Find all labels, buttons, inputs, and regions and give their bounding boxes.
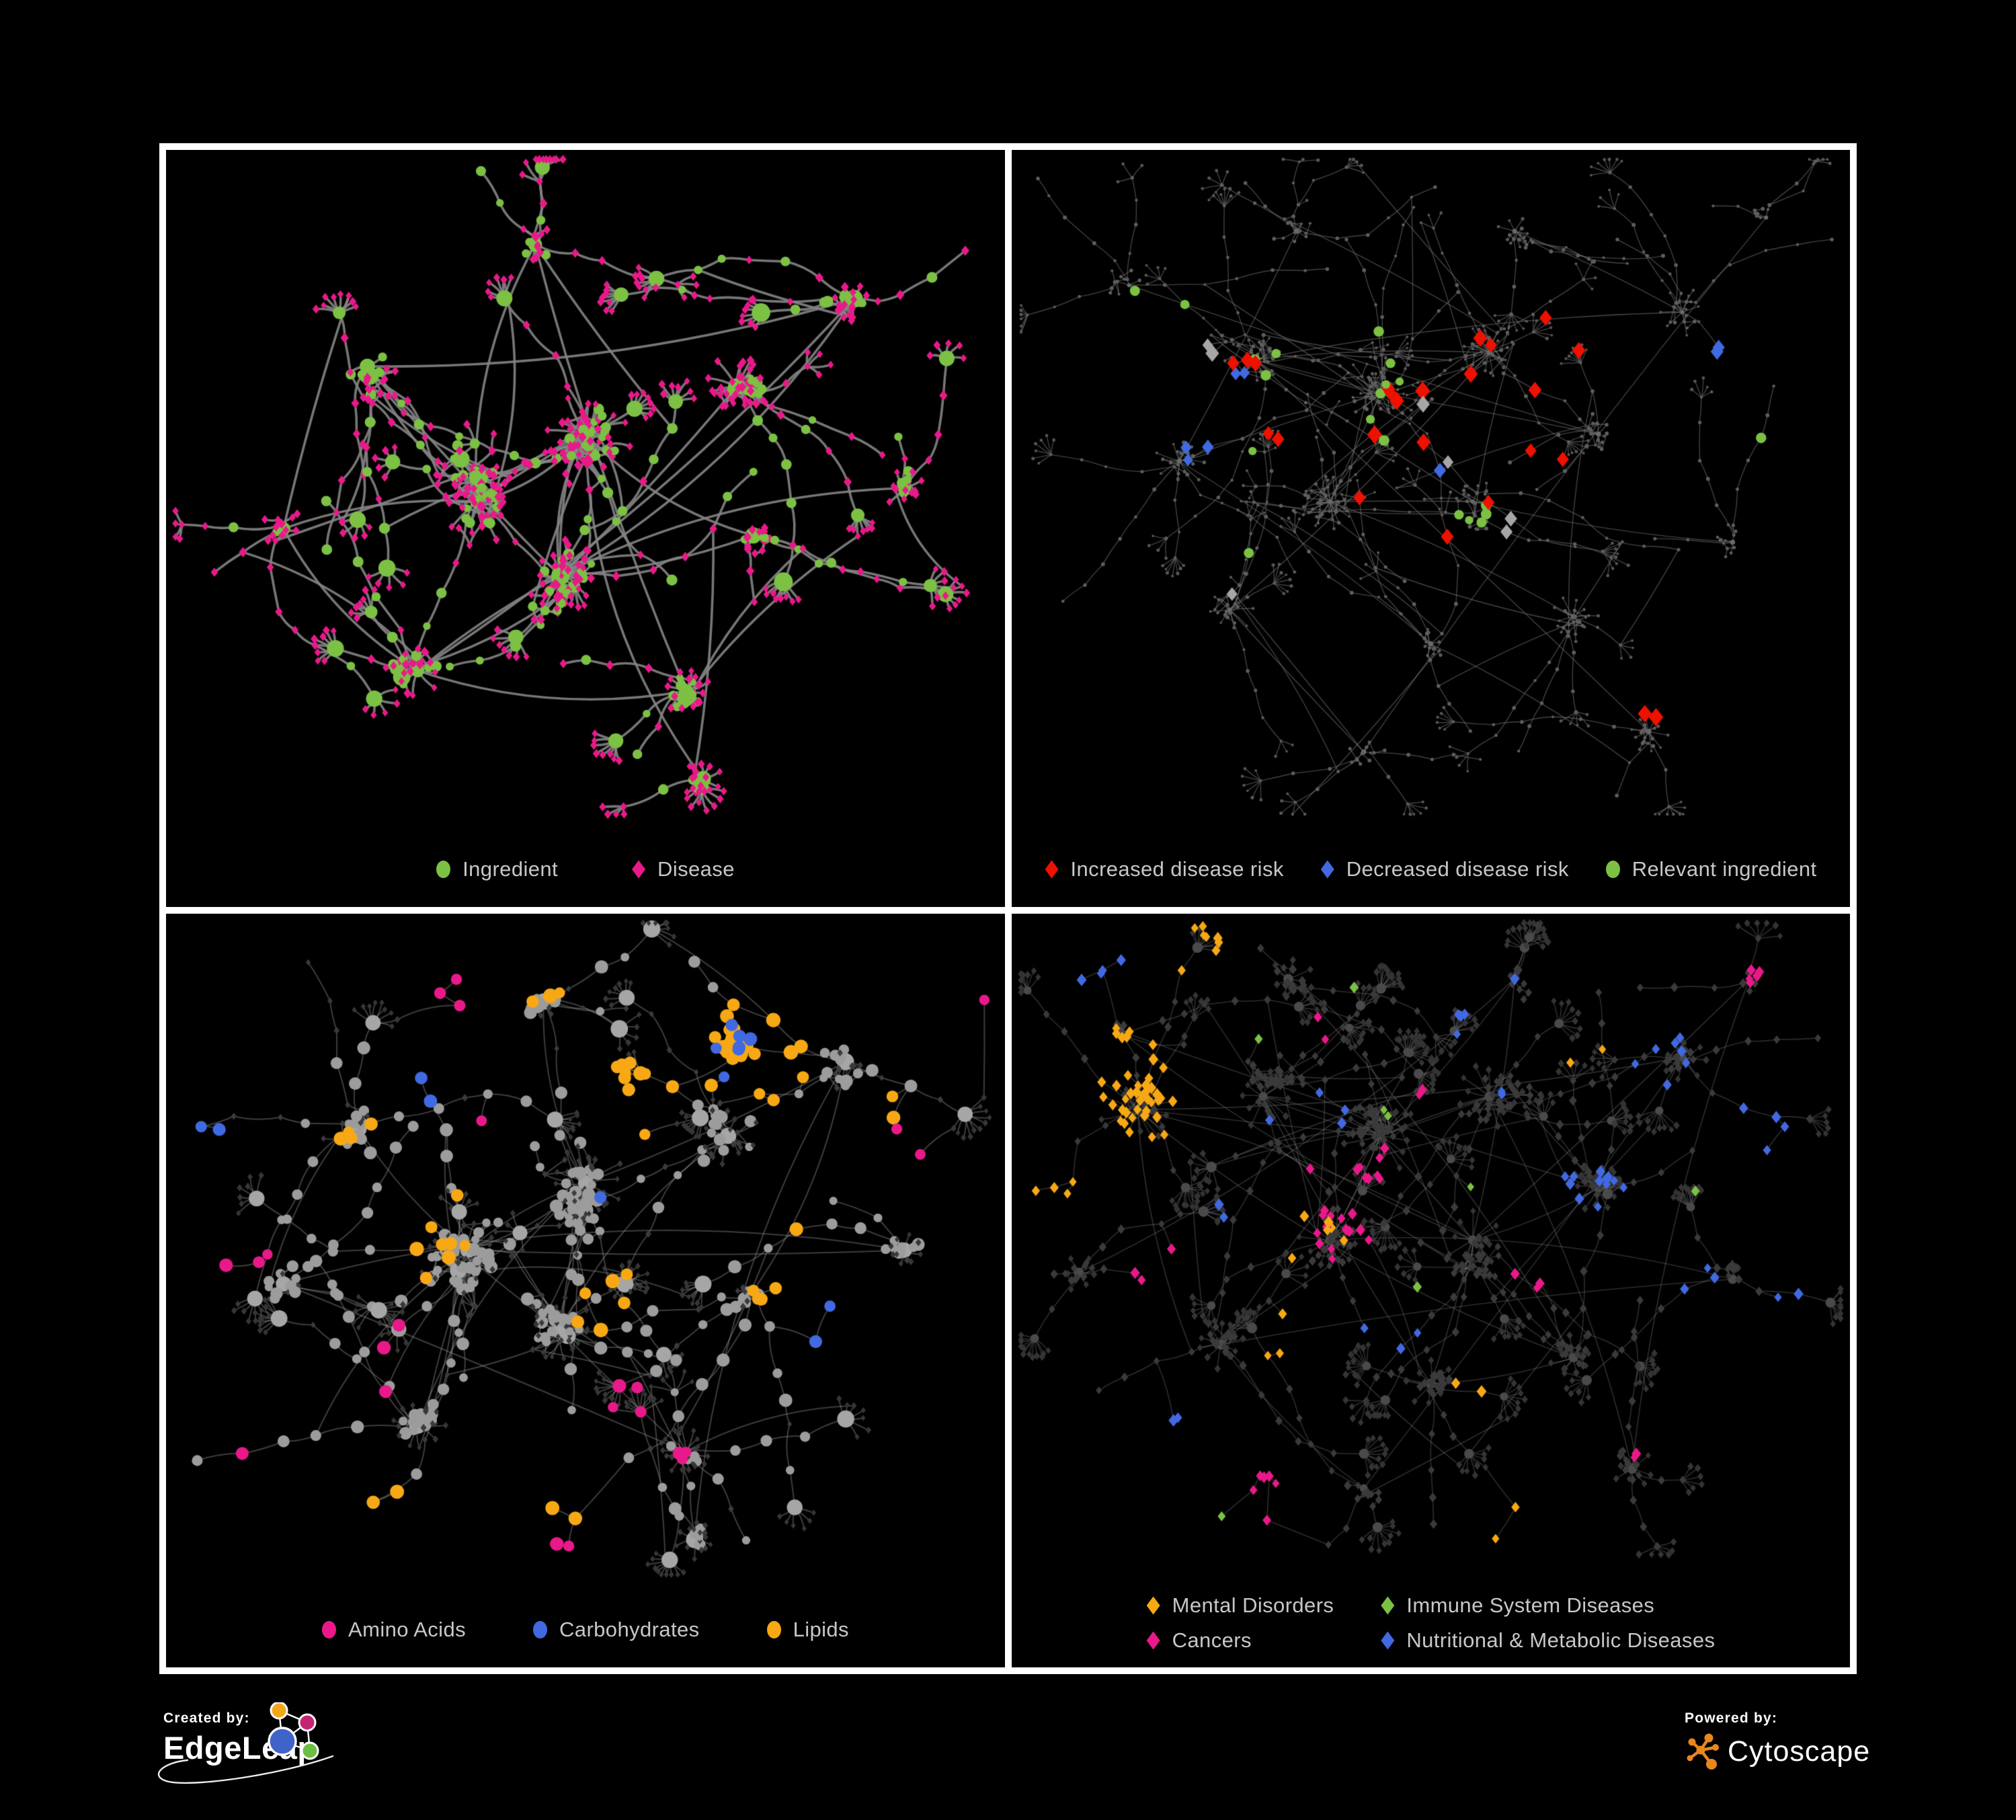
created-by-label: Created by: bbox=[163, 1710, 250, 1726]
legend: Amino Acids Carbohydrates Lipids bbox=[166, 1618, 1005, 1642]
legend-label: Disease bbox=[657, 857, 735, 881]
legend-label: Mental Disorders bbox=[1172, 1593, 1334, 1617]
cytoscape-logo-icon bbox=[1687, 1733, 1719, 1770]
legend-item: Amino Acids bbox=[322, 1618, 466, 1642]
legend-swatch-diamond-icon bbox=[632, 860, 646, 879]
created-by-credit: Created by: EdgeLeap bbox=[158, 1702, 392, 1811]
legend-label: Lipids bbox=[793, 1618, 849, 1641]
panel-ingredient-disease-network: Ingredient Disease bbox=[159, 143, 1012, 914]
legend-item: Disease bbox=[632, 857, 735, 881]
legend-swatch-diamond-icon bbox=[1146, 1596, 1160, 1615]
legend: Ingredient Disease bbox=[166, 857, 1005, 881]
legend-swatch-circle-icon bbox=[766, 1621, 781, 1638]
network-canvas bbox=[166, 914, 1005, 1587]
legend-label: Nutritional & Metabolic Diseases bbox=[1406, 1628, 1716, 1652]
legend-swatch-circle-icon bbox=[322, 1621, 337, 1638]
legend-label: Relevant ingredient bbox=[1631, 857, 1817, 881]
panel-disease-categories-network: Mental Disorders Immune System Diseases Ca… bbox=[1005, 907, 1857, 1674]
legend-label: Decreased disease risk bbox=[1346, 857, 1569, 881]
legend-swatch-circle-icon bbox=[533, 1621, 548, 1638]
panel-macronutrient-network: Amino Acids Carbohydrates Lipids bbox=[159, 907, 1012, 1674]
legend-swatch-circle-icon bbox=[436, 861, 451, 878]
legend-item: Ingredient bbox=[436, 857, 558, 881]
powered-by-credit: Powered by: Cytoscape bbox=[1685, 1710, 1967, 1791]
legend: Increased disease risk Decreased disease … bbox=[1012, 857, 1850, 881]
legend-swatch-circle-icon bbox=[1605, 861, 1620, 878]
legend-item: Immune System Diseases bbox=[1381, 1593, 1715, 1618]
legend-swatch-diamond-icon bbox=[1320, 860, 1334, 879]
legend: Mental Disorders Immune System Diseases Ca… bbox=[1012, 1593, 1850, 1653]
legend-label: Amino Acids bbox=[348, 1618, 467, 1641]
legend-swatch-diamond-icon bbox=[1146, 1631, 1160, 1650]
legend-item: Cancers bbox=[1146, 1628, 1334, 1653]
edgeleap-network-icon bbox=[268, 1702, 319, 1760]
legend-item: Relevant ingredient bbox=[1605, 857, 1817, 881]
network-canvas bbox=[1012, 914, 1850, 1567]
legend-item: Mental Disorders bbox=[1146, 1593, 1334, 1618]
legend-label: Immune System Diseases bbox=[1406, 1593, 1655, 1617]
network-canvas bbox=[166, 150, 1005, 826]
legend-label: Cancers bbox=[1172, 1628, 1252, 1652]
cytoscape-wordmark: Cytoscape bbox=[1728, 1735, 1871, 1768]
legend-label: Ingredient bbox=[462, 857, 559, 881]
legend-item: Nutritional & Metabolic Diseases bbox=[1381, 1628, 1715, 1653]
legend-swatch-diamond-icon bbox=[1381, 1596, 1395, 1615]
legend-label: Increased disease risk bbox=[1070, 857, 1284, 881]
panel-disease-risk-network: Increased disease risk Decreased disease … bbox=[1005, 143, 1857, 914]
legend-item: Decreased disease risk bbox=[1320, 857, 1569, 881]
legend-swatch-diamond-icon bbox=[1381, 1631, 1395, 1650]
legend-label: Carbohydrates bbox=[559, 1618, 700, 1641]
edgeleap-swoosh-icon bbox=[158, 1755, 334, 1784]
network-canvas bbox=[1012, 150, 1850, 826]
legend-swatch-diamond-icon bbox=[1045, 860, 1059, 879]
legend-item: Lipids bbox=[766, 1618, 849, 1642]
legend-item: Increased disease risk bbox=[1045, 857, 1284, 881]
legend-item: Carbohydrates bbox=[533, 1618, 700, 1642]
powered-by-label: Powered by: bbox=[1685, 1710, 1778, 1726]
